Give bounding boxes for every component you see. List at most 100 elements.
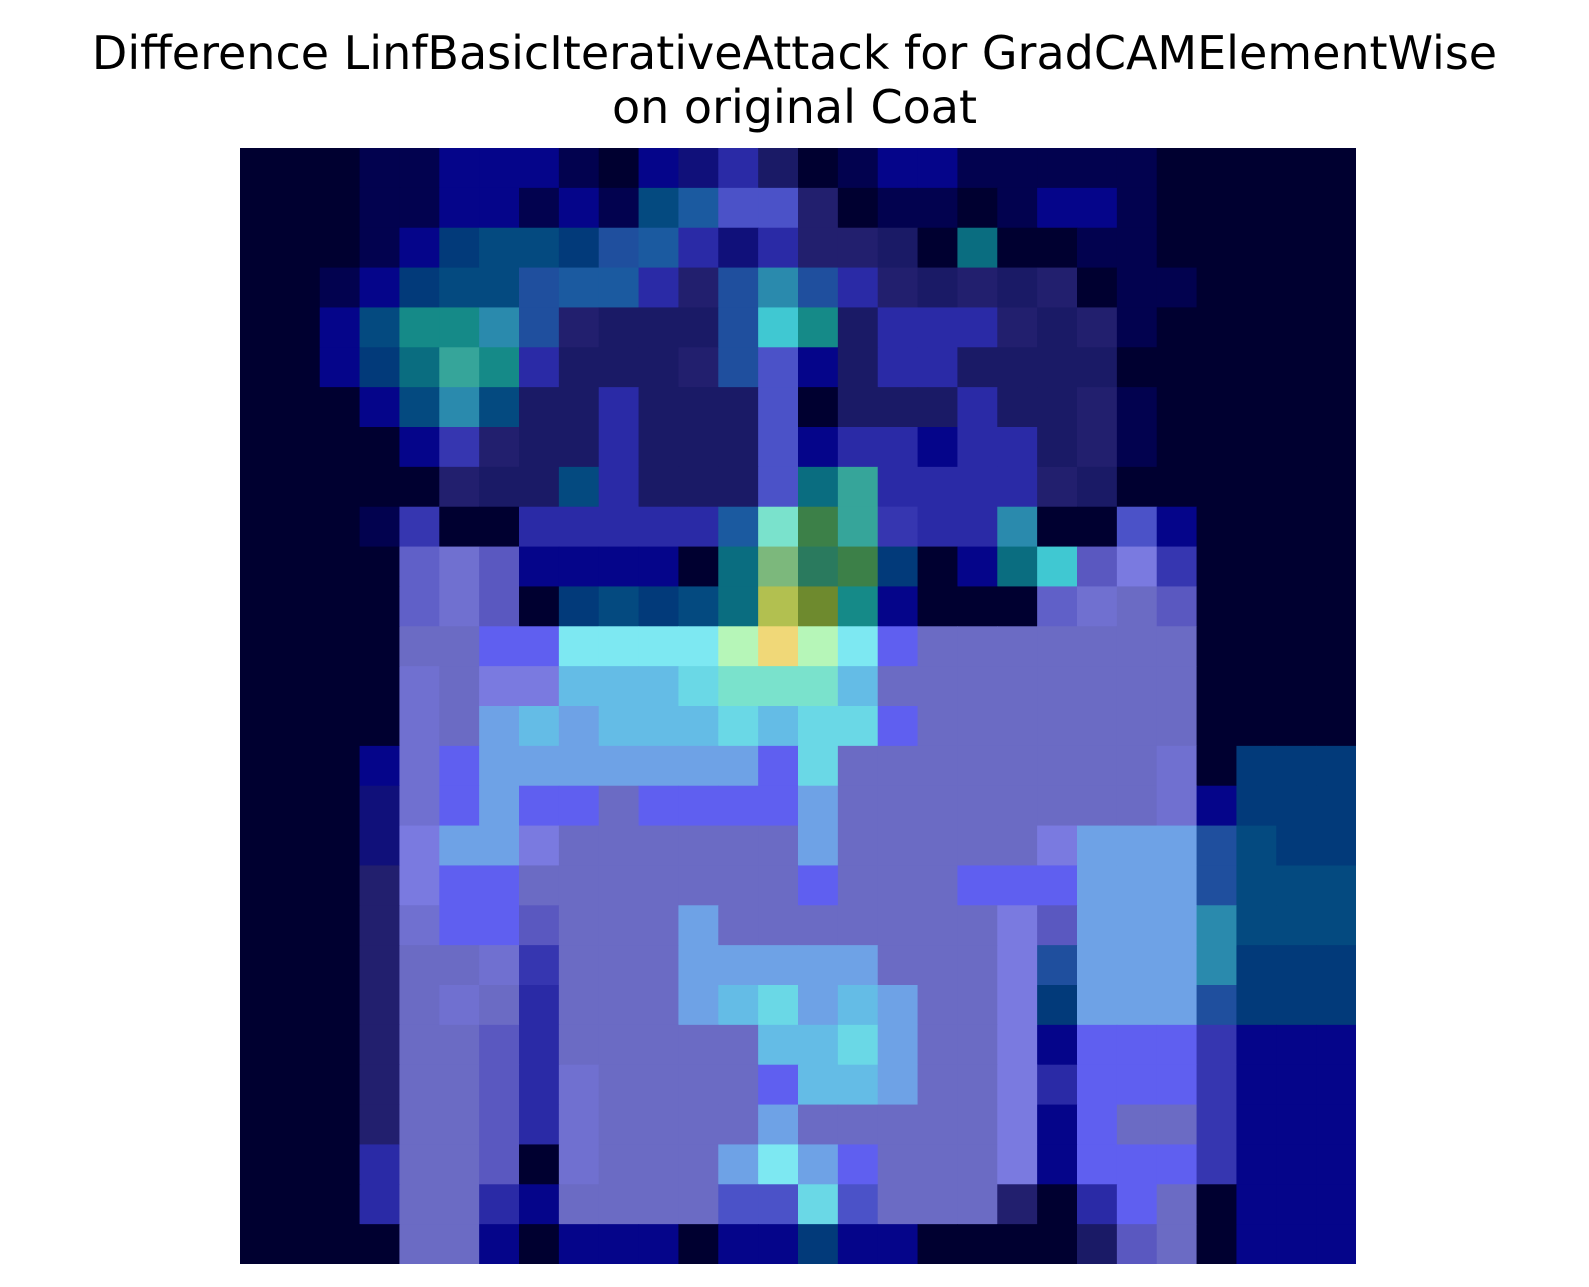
heatmap-cell xyxy=(1116,865,1158,906)
heatmap-cell xyxy=(997,985,1038,1026)
heatmap-cell xyxy=(1196,1064,1238,1106)
heatmap-cell xyxy=(758,1144,799,1185)
heatmap-cell xyxy=(997,706,1038,747)
heatmap-cell xyxy=(240,666,281,707)
heatmap-cell xyxy=(1156,1224,1198,1264)
heatmap-cell xyxy=(1037,865,1078,906)
heatmap-cell xyxy=(1077,227,1118,269)
heatmap-cell xyxy=(837,785,879,827)
heatmap-cell xyxy=(399,1104,440,1146)
heatmap-cell xyxy=(240,387,281,428)
heatmap-cell xyxy=(558,1064,600,1106)
heatmap-cell xyxy=(1196,985,1238,1026)
heatmap-cell xyxy=(758,586,799,627)
heatmap-cell xyxy=(1156,187,1198,229)
heatmap-cell xyxy=(837,945,879,986)
heatmap-cell xyxy=(1077,148,1118,189)
heatmap-cell xyxy=(1196,187,1238,229)
heatmap-cell xyxy=(558,825,600,867)
heatmap-cell xyxy=(837,985,879,1026)
heatmap-cell xyxy=(1236,546,1277,588)
heatmap-cell xyxy=(837,586,879,627)
heatmap-cell xyxy=(678,347,719,388)
heatmap-cell xyxy=(678,387,719,428)
heatmap-cell xyxy=(957,307,998,348)
heatmap-cell xyxy=(519,1184,560,1225)
heatmap-cell xyxy=(279,626,321,667)
heatmap-cell xyxy=(1236,466,1277,508)
heatmap-cell xyxy=(1316,307,1356,348)
heatmap-cell xyxy=(678,626,719,667)
heatmap-cell xyxy=(1276,865,1317,906)
heatmap-cell xyxy=(837,1184,879,1225)
heatmap-cell xyxy=(1116,307,1158,348)
heatmap-cell xyxy=(240,905,281,946)
heatmap-cell xyxy=(439,546,480,588)
heatmap-cell xyxy=(917,267,959,309)
heatmap-cell xyxy=(997,1224,1038,1264)
heatmap-cell xyxy=(279,148,321,189)
heatmap-cell xyxy=(917,865,959,906)
heatmap-cell xyxy=(1236,586,1277,627)
heatmap-cell xyxy=(957,1064,998,1106)
heatmap-cell xyxy=(1037,825,1078,867)
heatmap-cell xyxy=(1276,546,1317,588)
heatmap-cell xyxy=(1156,905,1198,946)
heatmap-cell xyxy=(240,427,281,468)
heatmap-cell xyxy=(1037,1144,1078,1185)
heatmap-cell xyxy=(240,1064,281,1106)
heatmap-cell xyxy=(957,267,998,309)
heatmap-cell xyxy=(638,148,680,189)
heatmap-cell xyxy=(1116,387,1158,428)
heatmap-cell xyxy=(1276,427,1317,468)
heatmap-cell xyxy=(1276,905,1317,946)
heatmap-cell xyxy=(519,347,560,388)
heatmap-cell xyxy=(598,267,640,309)
heatmap-cell xyxy=(1236,148,1277,189)
heatmap-cell xyxy=(1037,466,1078,508)
heatmap-cell xyxy=(758,506,799,548)
heatmap-cell xyxy=(718,1064,759,1106)
heatmap-cell xyxy=(1077,666,1118,707)
heatmap-cell xyxy=(1316,1224,1356,1264)
heatmap-cell xyxy=(798,187,839,229)
heatmap-cell xyxy=(798,267,839,309)
heatmap-cell xyxy=(1316,586,1356,627)
heatmap-cell xyxy=(1037,148,1078,189)
heatmap-cell xyxy=(519,626,560,667)
heatmap-cell xyxy=(240,1144,281,1185)
heatmap-cell xyxy=(399,148,440,189)
heatmap-cell xyxy=(997,466,1038,508)
heatmap-cell xyxy=(319,546,361,588)
heatmap-cell xyxy=(678,227,719,269)
heatmap-cell xyxy=(718,825,759,867)
heatmap-cell xyxy=(837,626,879,667)
heatmap-cell xyxy=(399,466,440,508)
heatmap-cell xyxy=(1196,626,1238,667)
heatmap-cell xyxy=(1276,785,1317,827)
heatmap-cell xyxy=(319,985,361,1026)
heatmap-cell xyxy=(1316,745,1356,787)
heatmap-cell xyxy=(997,666,1038,707)
heatmap-cell xyxy=(917,387,959,428)
heatmap-cell xyxy=(997,187,1038,229)
heatmap-cell xyxy=(718,1104,759,1146)
heatmap-cell xyxy=(279,1024,321,1066)
heatmap-cell xyxy=(359,905,401,946)
heatmap-cell xyxy=(678,1104,719,1146)
heatmap-cell xyxy=(1077,785,1118,827)
heatmap-cell xyxy=(479,1184,520,1225)
heatmap-cell xyxy=(240,466,281,508)
heatmap-cell xyxy=(917,1184,959,1225)
heatmap-cell xyxy=(798,825,839,867)
heatmap-cell xyxy=(837,427,879,468)
heatmap-cell xyxy=(877,506,919,548)
heatmap-cell xyxy=(319,825,361,867)
heatmap-cell xyxy=(240,187,281,229)
chart-title-line-1: Difference LinfBasicIterativeAttack for … xyxy=(91,26,1498,80)
heatmap-cell xyxy=(240,706,281,747)
heatmap-cell xyxy=(997,148,1038,189)
heatmap-cell xyxy=(558,945,600,986)
heatmap-cell xyxy=(1116,905,1158,946)
heatmap-cell xyxy=(1156,148,1198,189)
